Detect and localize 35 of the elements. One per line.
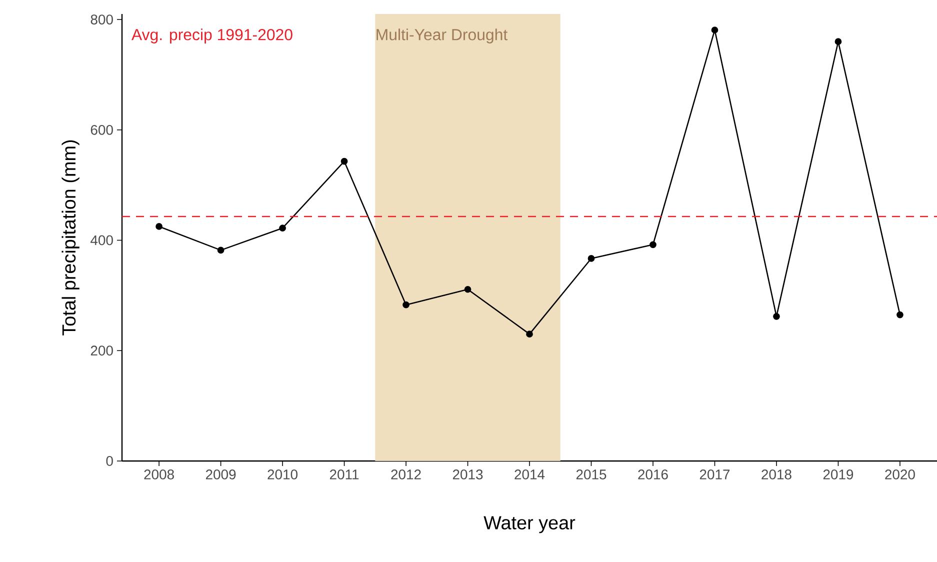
point: [464, 286, 472, 293]
point: [156, 223, 162, 230]
point: [526, 330, 533, 338]
x-axis-title: Water year: [484, 516, 576, 534]
x-tick-label: 2015: [576, 470, 606, 480]
band-label: Multi-Year Drought: [376, 28, 508, 44]
x-tick-label: 2013: [452, 470, 483, 480]
point: [340, 158, 348, 165]
y-tick-label: 200: [90, 346, 113, 356]
point: [217, 246, 224, 254]
point: [773, 312, 780, 320]
x-tick-label: 2020: [885, 470, 915, 480]
point: [650, 241, 656, 248]
x-tick-label: 2011: [330, 470, 359, 480]
x-tick-label: 2014: [514, 470, 545, 480]
y-tick-label: 400: [90, 235, 113, 246]
y-axis-title: Total precipitation (mm): [62, 140, 80, 336]
point: [834, 38, 842, 46]
x-tick-label: 2016: [638, 470, 668, 480]
x-tick-label: 2012: [391, 470, 421, 480]
x-tick-label: 2019: [823, 470, 854, 480]
point: [711, 26, 718, 34]
x-tick-label: 2017: [700, 470, 730, 480]
x-tick-label: 2008: [144, 470, 174, 480]
y-tick-label: 600: [90, 124, 113, 135]
y-tick-label: 800: [90, 14, 113, 24]
x-tick-label: 2010: [268, 470, 298, 480]
point: [279, 224, 286, 232]
point: [588, 255, 595, 262]
point: [402, 301, 410, 308]
point: [896, 311, 904, 318]
ref-line-label: Avg. precip 1991-2020: [131, 28, 292, 44]
x-tick-label: 2018: [762, 470, 792, 480]
x-tick-label: 2009: [206, 470, 236, 480]
y-tick-label: 0: [106, 456, 113, 466]
